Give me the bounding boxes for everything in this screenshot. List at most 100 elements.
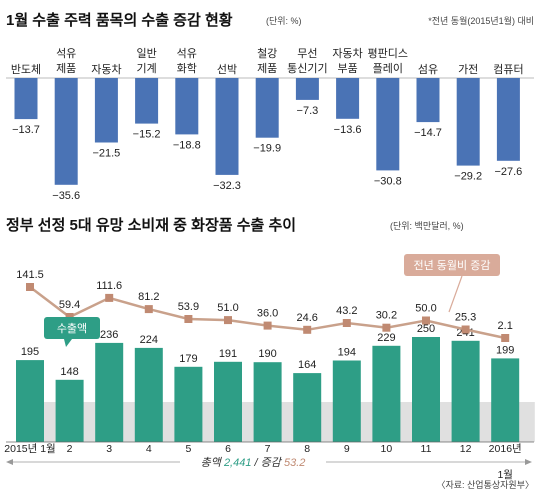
change-marker-11 (422, 316, 430, 325)
top-bar-1 (14, 78, 38, 120)
top-chart-note: *전년 동월(2015년1월) 대비 (428, 15, 534, 26)
bottom-bar-7 (253, 362, 282, 442)
total-prefix: 총액 (201, 456, 223, 469)
bottom-bar-label-4: 224 (140, 334, 158, 346)
change-label-2: 59.4 (59, 299, 80, 311)
bottom-bar-label-9: 194 (338, 347, 356, 359)
bottom-bar-label-13: 199 (496, 344, 514, 356)
top-value-label-8: −7.3 (297, 105, 319, 117)
top-category-label-7-1: 철강 (257, 47, 277, 60)
top-category-label-4-1: 일반 (136, 46, 156, 60)
x-tick-label-10: 10 (381, 443, 393, 455)
bottom-bar-shadow-11 (436, 402, 456, 442)
top-value-label-3: −21.5 (92, 148, 120, 160)
bottom-bar-label-2: 148 (60, 366, 78, 378)
change-label-6: 51.0 (217, 302, 238, 314)
x-tick-label-12: 12 (460, 443, 472, 455)
top-category-label-13-1: 컴퓨터 (493, 63, 523, 76)
change-label-10: 30.2 (376, 310, 397, 322)
change-marker-9 (342, 319, 351, 327)
x-tick-label-13: 2016년 (489, 443, 522, 455)
top-category-label-11-1: 섬유 (418, 63, 438, 76)
top-category-label-12-1: 가전 (458, 63, 478, 76)
total-amount: 2,441 (223, 457, 252, 469)
change-label-1: 141.5 (16, 269, 44, 281)
change-label-3: 111.6 (96, 280, 122, 292)
source-note: 〈자료: 산업통상자원부〉 (436, 480, 534, 490)
top-category-label-5-2: 화학 (177, 62, 197, 75)
top-category-label-1-1: 반도체 (11, 63, 41, 76)
top-bar-4 (135, 78, 159, 124)
top-bar-10 (376, 78, 400, 171)
x-axis: 2015년 1월 2 3 4 5 6 7 8 9 10 11 12 2016년 1월 (4, 441, 534, 481)
top-bar-12 (456, 78, 480, 166)
x-tick-label-2: 2 (67, 443, 73, 455)
bottom-bar-8 (293, 373, 322, 442)
bottom-chart-title: 정부 선정 5대 유망 소비재 중 화장품 수출 추이 (6, 216, 296, 234)
top-category-label-2-1: 석유 (56, 47, 76, 60)
change-marker-3 (105, 293, 114, 302)
top-category-label-7-2: 제품 (257, 62, 277, 75)
change-label-5: 53.9 (178, 301, 199, 313)
total-text: 총액 2,441 / 증감 53.2 (201, 456, 306, 469)
top-value-label-10: −30.8 (374, 175, 402, 187)
bottom-bar-5 (174, 366, 203, 442)
bottom-bar-group: 195148236224179191190164194229250241199 (16, 323, 520, 442)
top-value-label-12: −29.2 (454, 171, 482, 183)
change-label-7: 36.0 (257, 308, 278, 320)
top-category-label-9-2: 부품 (337, 62, 357, 75)
bottom-bar-shadow-1 (40, 402, 60, 442)
bottom-bar-label-7: 190 (258, 348, 276, 360)
bottom-chart-unit: (단위: 백만달러, %) (390, 220, 464, 231)
change-marker-5 (184, 315, 193, 323)
legend-export-badge: 수출액 (44, 317, 100, 347)
bottom-bar-shadow-9 (356, 402, 377, 442)
change-marker-10 (382, 323, 391, 332)
x-tick-label-1: 2015년 1월 (4, 443, 55, 455)
x-tick-label-3: 3 (106, 443, 112, 455)
bottom-bar-shadow-12 (475, 402, 496, 442)
total-text-bg (180, 454, 326, 470)
top-category-label-10-2: 플레이 (373, 62, 403, 75)
bottom-bar-label-5: 179 (179, 353, 197, 365)
bottom-bar-shadow-2 (79, 402, 100, 442)
x-tick-label-8: 8 (304, 443, 310, 455)
legend-change-badge: 전년 동월비 증감 (404, 254, 500, 313)
top-chart-unit: (단위: %) (266, 16, 302, 26)
top-value-label-6: −32.3 (213, 180, 241, 192)
x-tick-label-4: 4 (146, 443, 152, 455)
change-label-11: 50.0 (415, 303, 436, 315)
top-category-label-2-2: 제품 (56, 62, 76, 75)
change-label-8: 24.6 (296, 312, 317, 324)
top-category-label-8-1: 무선 (297, 47, 317, 60)
bottom-bar-label-8: 164 (298, 359, 316, 371)
legend-export-pointer (64, 339, 72, 347)
top-bar-3 (94, 78, 118, 143)
bottom-shadow-group (40, 402, 535, 442)
x-tick-label-7: 7 (265, 443, 271, 455)
top-bar-6 (215, 78, 239, 175)
top-value-label-9: −13.6 (334, 124, 362, 136)
bottom-bar-11 (412, 337, 440, 442)
top-bar-2 (54, 78, 78, 185)
bottom-bar-shadow-13 (515, 402, 535, 442)
x-tick-label-13-line2: 1월 (497, 469, 513, 481)
bottom-bar-shadow-8 (317, 402, 337, 442)
legend-export-label: 수출액 (57, 322, 87, 335)
bottom-bar-shadow-6 (238, 402, 258, 442)
bottom-bar-13 (491, 358, 520, 442)
change-marker-4 (144, 305, 153, 314)
top-value-label-5: −18.8 (173, 139, 201, 151)
bottom-bar-9 (332, 360, 361, 442)
change-marker-7 (263, 321, 272, 330)
top-category-label-6-1: 선박 (217, 63, 237, 76)
total-change: 53.2 (284, 457, 305, 469)
bottom-bar-6 (214, 361, 242, 442)
bottom-bar-shadow-5 (198, 402, 218, 442)
x-tick-label-11: 11 (421, 443, 432, 455)
x-tick-label-5: 5 (185, 443, 191, 455)
top-value-label-2: −35.6 (52, 190, 80, 202)
